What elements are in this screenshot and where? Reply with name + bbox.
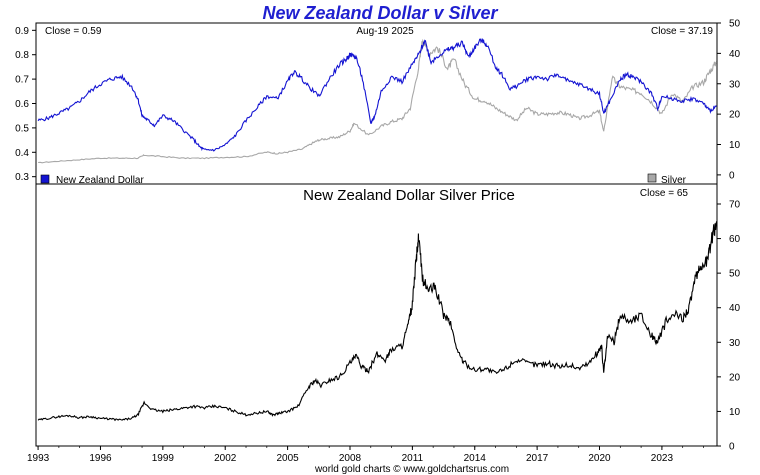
x-tick-label: 2002 — [214, 453, 237, 464]
bottom-right-tick-label: 40 — [729, 303, 741, 314]
bottom-right-tick-label: 0 — [729, 442, 735, 453]
top-left-tick-label: 0.6 — [15, 99, 29, 110]
nzd-silver-price-line — [37, 221, 718, 422]
x-tick-label: 2017 — [526, 453, 549, 464]
x-tick-label: 2011 — [402, 453, 424, 464]
bottom-right-axis: 0 10 20 30 40 50 60 70 — [717, 200, 741, 453]
bottom-right-tick-label: 50 — [729, 269, 741, 280]
top-left-tick-label: 0.7 — [15, 75, 29, 86]
legend-nzd-swatch — [40, 174, 50, 184]
nzd-close-label: Close = 0.59 — [45, 26, 102, 37]
top-right-tick-label: 50 — [729, 19, 741, 30]
top-right-tick-label: 20 — [729, 110, 741, 121]
x-tick-label: 2005 — [276, 453, 299, 464]
x-tick-label: 1993 — [27, 453, 50, 464]
top-left-tick-label: 0.4 — [15, 148, 29, 159]
x-tick-label: 1996 — [89, 453, 112, 464]
top-right-axis: 0 10 20 30 40 50 — [717, 19, 741, 181]
top-left-tick-label: 0.3 — [15, 172, 29, 183]
silver-line — [38, 38, 717, 164]
x-tick-label: 2020 — [588, 453, 611, 464]
x-tick-label: 2023 — [651, 453, 674, 464]
bottom-right-tick-label: 60 — [729, 234, 741, 245]
top-right-tick-label: 40 — [729, 49, 741, 60]
x-axis: 1993 1996 1999 2002 2005 2008 2011 2014 2017 2020… — [27, 446, 704, 464]
top-right-tick-label: 0 — [729, 170, 735, 181]
top-left-tick-label: 0.9 — [15, 26, 29, 37]
bottom-right-tick-label: 20 — [729, 372, 741, 383]
top-right-tick-label: 30 — [729, 79, 741, 90]
chart-title: New Zealand Dollar v Silver — [262, 3, 498, 23]
footer-credit: world gold charts © www.goldchartsrus.co… — [314, 464, 509, 475]
legend-silver-swatch — [647, 173, 657, 183]
legend-nzd-label: New Zealand Dollar — [56, 175, 144, 186]
top-left-tick-label: 0.8 — [15, 50, 29, 61]
bottom-right-tick-label: 70 — [729, 200, 741, 211]
top-series-group — [37, 38, 717, 164]
bottom-chart-title: New Zealand Dollar Silver Price — [303, 187, 515, 204]
top-left-tick-label: 0.5 — [15, 123, 29, 134]
x-tick-label: 1999 — [152, 453, 175, 464]
silver-close-label: Close = 37.19 — [651, 26, 713, 37]
bottom-right-tick-label: 30 — [729, 338, 741, 349]
legend-silver-label: Silver — [661, 175, 687, 186]
nzd-line — [37, 38, 717, 152]
bottom-series-group — [37, 221, 718, 422]
date-label: Aug-19 2025 — [356, 26, 414, 37]
bottom-panel-frame — [35, 183, 718, 447]
bottom-close-label: Close = 65 — [640, 188, 689, 199]
top-left-axis: 0.3 0.4 0.5 0.6 0.7 0.8 0.9 — [15, 26, 36, 183]
x-tick-label: 2008 — [339, 453, 362, 464]
top-right-tick-label: 10 — [729, 140, 741, 151]
bottom-right-tick-label: 10 — [729, 407, 741, 418]
x-tick-label: 2014 — [464, 453, 487, 464]
